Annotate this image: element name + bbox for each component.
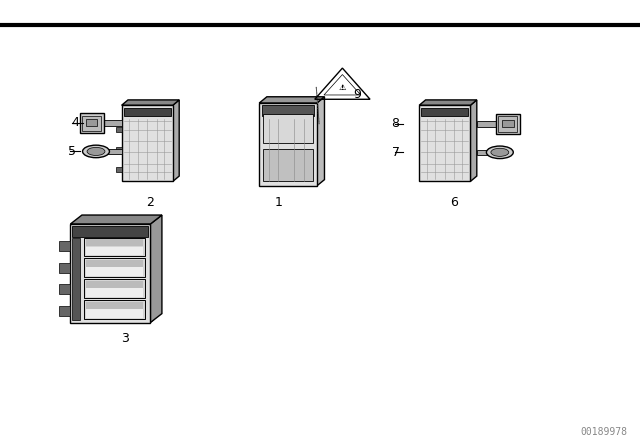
Bar [84,300,145,319]
Text: 3: 3 [121,332,129,345]
Polygon shape [470,100,477,181]
Bar [421,108,468,116]
Polygon shape [122,100,179,105]
Bar [84,280,145,298]
Bar [263,149,313,181]
Polygon shape [70,215,162,224]
Text: !: ! [340,85,344,91]
Bar [116,167,122,172]
Bar [263,114,313,143]
Bar [86,309,143,318]
Bar [498,116,517,132]
Ellipse shape [491,148,509,156]
Text: 7: 7 [392,146,399,159]
Bar [70,224,150,323]
Polygon shape [317,97,324,186]
Text: 2: 2 [147,196,154,209]
Text: 4: 4 [72,116,79,129]
Bar [86,246,143,255]
Bar [116,147,122,152]
Text: 6: 6 [451,196,458,209]
Bar [86,302,143,309]
Bar [86,281,143,288]
Bar [86,119,97,126]
Text: 1: 1 [275,196,282,209]
Bar [122,105,173,181]
Bar [86,289,143,297]
Bar [72,226,148,237]
Bar [84,237,145,256]
Bar [59,263,70,273]
Polygon shape [419,100,477,105]
Text: 00189978: 00189978 [580,427,627,437]
Text: 8: 8 [392,117,399,130]
Bar [101,120,122,126]
Bar [72,238,80,320]
Bar [262,105,314,116]
Bar [259,103,317,186]
Bar [82,116,101,131]
Bar [59,284,70,294]
Ellipse shape [486,146,513,159]
Text: 9: 9 [353,88,361,102]
Bar [84,258,145,277]
Bar [86,239,143,246]
Ellipse shape [83,145,109,158]
Polygon shape [70,320,154,323]
Text: ⚠: ⚠ [339,83,346,92]
Bar [496,114,520,134]
Bar [80,113,104,133]
Polygon shape [150,215,162,323]
Bar [477,121,496,127]
Bar [502,120,514,127]
Bar [86,260,143,267]
Bar [124,108,171,116]
Text: 5: 5 [68,145,76,158]
Bar [419,105,470,181]
Polygon shape [173,100,179,181]
Bar [477,150,495,155]
Ellipse shape [87,147,105,155]
Bar [86,267,143,276]
Bar [59,306,70,316]
Bar [116,127,122,132]
Bar [102,149,122,154]
Polygon shape [259,97,324,103]
Bar [59,241,70,251]
